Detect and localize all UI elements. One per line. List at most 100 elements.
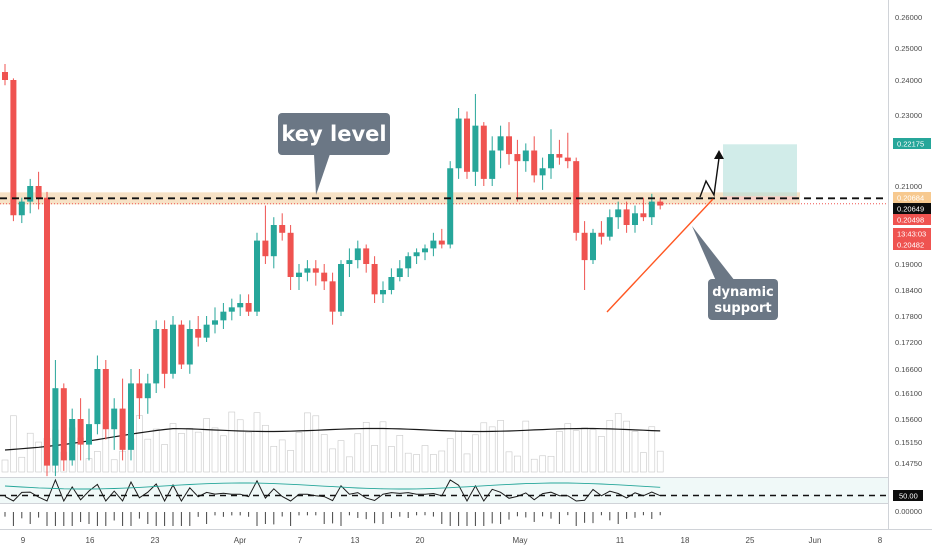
candle-body — [405, 256, 412, 269]
volume-bar — [606, 420, 614, 473]
candle-body — [430, 240, 437, 249]
volume-bar — [656, 450, 664, 473]
candle-body — [27, 186, 34, 202]
volume-bar — [10, 415, 17, 473]
volume-bar — [110, 459, 118, 473]
price-tick: 0.19000 — [895, 260, 922, 269]
volume-bar — [640, 452, 647, 473]
volume-bar — [421, 445, 429, 473]
candle-body — [548, 154, 554, 169]
volume-bar — [631, 431, 639, 473]
price-tick: 0.17800 — [895, 312, 922, 321]
volume-bar — [295, 432, 303, 473]
candle-body — [153, 329, 160, 384]
volume-bar — [203, 418, 210, 473]
price-tick: 0.14750 — [895, 459, 922, 468]
time-tick: 8 — [878, 536, 883, 545]
candle-body — [254, 240, 260, 312]
key-level-price-label: 0.20684 — [897, 194, 924, 203]
volume-bar — [623, 420, 630, 473]
volume-bar — [505, 451, 513, 473]
price-tick: 0.15600 — [895, 415, 922, 424]
time-tick: 20 — [416, 536, 425, 545]
time-tick: Jun — [809, 536, 822, 545]
volume-bar — [270, 445, 278, 473]
candle-body — [77, 419, 84, 445]
candle-body — [581, 232, 588, 261]
candle-body — [94, 369, 101, 425]
candle-body — [144, 383, 151, 399]
red-price-badge — [893, 214, 931, 225]
volume-bar — [581, 427, 588, 473]
volume-bar — [94, 451, 101, 473]
volume-bar — [488, 426, 496, 473]
candle-body — [539, 168, 546, 176]
candle-body — [396, 268, 403, 277]
candle-body — [522, 150, 529, 162]
candle-body — [380, 290, 386, 295]
candle-body — [161, 329, 168, 374]
momentum-bars — [4, 512, 661, 526]
support-label: support — [714, 301, 771, 316]
target-price-label: 0.22175 — [897, 140, 924, 149]
time-axis: 9 16 23 Apr 7 13 20 May 11 18 25 Jun 8 — [21, 536, 883, 545]
candle-body — [245, 303, 252, 312]
candle-body — [329, 281, 336, 312]
candle-body — [270, 225, 277, 257]
time-tick: 25 — [746, 536, 755, 545]
volume-bar — [337, 440, 345, 473]
volume-bar — [346, 456, 353, 473]
candle-body — [287, 232, 294, 277]
red-price-label-2: 0.20482 — [897, 241, 924, 250]
volume-bar — [304, 412, 311, 473]
candle-body — [346, 260, 353, 264]
price-axis: 0.26000 0.25000 0.24000 0.23000 0.21000 … — [895, 13, 922, 468]
volume-bar — [371, 445, 378, 473]
volume-bar — [262, 424, 269, 473]
price-tick: 0.26000 — [895, 13, 922, 22]
time-tick: 23 — [151, 536, 160, 545]
candles — [2, 64, 664, 477]
volume-bar — [404, 452, 412, 473]
target-badge — [893, 138, 931, 149]
volume-bar — [26, 432, 34, 473]
volume-bar — [379, 421, 387, 473]
countdown-label: 13:43:03 — [897, 230, 926, 239]
volume-bar — [648, 426, 656, 473]
volume-bar — [194, 431, 202, 473]
volume-bar — [463, 453, 471, 473]
candle-body — [44, 197, 50, 466]
candle-body — [10, 80, 17, 216]
volume-bar — [161, 444, 168, 473]
candle-body — [60, 388, 67, 461]
volume-bar — [564, 423, 572, 473]
candle-body — [464, 118, 470, 172]
last-price-label: 0.20649 — [897, 205, 924, 214]
candle-body — [52, 388, 59, 466]
candle-body — [598, 232, 605, 237]
time-tick: 11 — [616, 536, 625, 545]
candle-body — [18, 201, 25, 216]
volume-bar — [497, 420, 504, 473]
candle-body — [203, 324, 210, 338]
arrow-up-icon — [714, 150, 724, 159]
candle-body — [438, 240, 445, 245]
time-tick: 16 — [86, 536, 95, 545]
candle-body — [640, 213, 647, 218]
volume-bar — [245, 431, 252, 473]
volume-bar — [320, 434, 328, 473]
rsi-level-badge — [893, 490, 923, 501]
candle-body — [220, 311, 227, 321]
candle-body — [497, 136, 504, 151]
candle-body — [2, 72, 8, 80]
volume-bar — [438, 450, 446, 473]
candle-body — [413, 252, 420, 257]
dynamic-support-callout: dynamic support — [692, 226, 778, 320]
volume-bar — [598, 436, 605, 473]
candle-body — [312, 268, 319, 273]
volume-bar — [253, 412, 261, 473]
rsi-level-label: 50.00 — [899, 492, 918, 501]
candle-body — [531, 150, 538, 176]
key-level-label: key level — [281, 122, 386, 146]
